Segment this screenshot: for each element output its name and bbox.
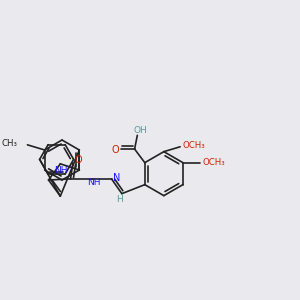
Text: NH: NH — [55, 166, 68, 175]
Text: OCH₃: OCH₃ — [183, 141, 206, 150]
Text: OH: OH — [134, 126, 147, 135]
Text: N: N — [113, 173, 120, 183]
Text: O: O — [74, 155, 82, 165]
Text: CH₃: CH₃ — [2, 139, 17, 148]
Text: H: H — [116, 195, 123, 204]
Text: NH: NH — [87, 178, 100, 188]
Text: OCH₃: OCH₃ — [202, 158, 225, 167]
Text: O: O — [112, 145, 119, 155]
